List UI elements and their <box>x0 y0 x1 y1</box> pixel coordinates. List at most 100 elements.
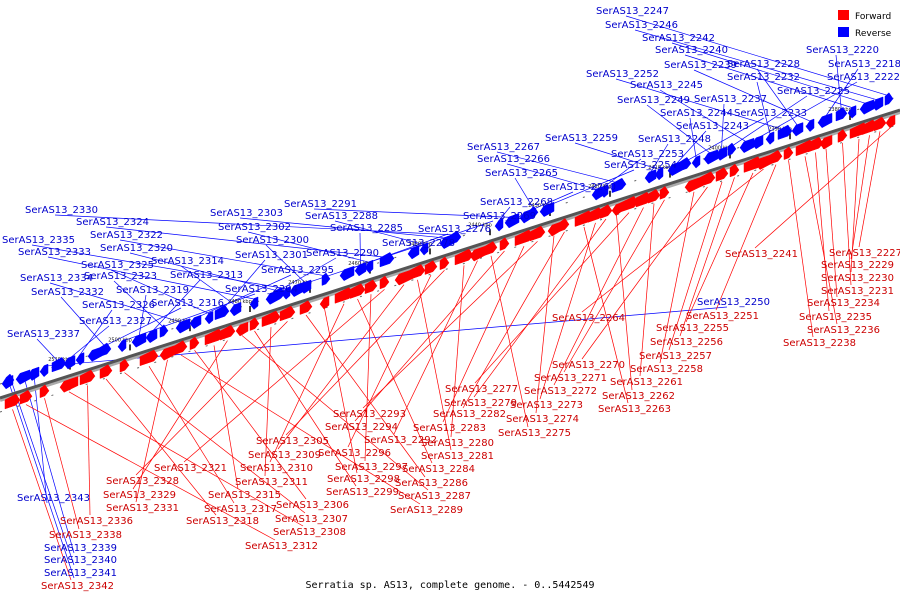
reverse-gene-label: SerAS13_2242 <box>642 33 715 44</box>
reverse-gene-label: SerAS13_2325 <box>81 260 154 271</box>
forward-gene-label: SerAS13_2338 <box>49 530 122 541</box>
reverse-gene-label: SerAS13_2323 <box>84 271 157 282</box>
reverse-gene-arrow <box>289 281 305 298</box>
genome-caption: Serratia sp. AS13, complete genome. - 0.… <box>306 580 595 591</box>
forward-gene-label: SerAS13_2309 <box>248 450 321 461</box>
reverse-leader-line <box>359 232 361 266</box>
forward-leader-line <box>825 148 838 298</box>
forward-gene-label: SerAS13_2294 <box>325 422 398 433</box>
reverse-leader-line <box>313 208 513 218</box>
reverse-gene-label: SerAS13_2253 <box>611 149 684 160</box>
forward-gene-label: SerAS13_2321 <box>154 463 227 474</box>
forward-leader-line <box>679 177 735 337</box>
reverse-gene-label: SerAS13_2295 <box>261 265 334 276</box>
reverse-gene-label: SerAS13_2245 <box>630 80 703 91</box>
reverse-gene-label: SerAS13_2343 <box>17 493 90 504</box>
reverse-leader-line <box>94 307 182 352</box>
reverse-gene-label: SerAS13_2248 <box>638 134 711 145</box>
reverse-gene-arrow <box>703 149 719 165</box>
forward-leader-line <box>583 226 629 404</box>
forward-gene-label: SerAS13_2298 <box>327 474 400 485</box>
reverse-gene-arrow <box>364 259 374 274</box>
forward-leader-line <box>44 398 80 530</box>
reverse-gene-label: SerAS13_2225 <box>777 86 850 97</box>
reverse-gene-label: SerAS13_2335 <box>2 235 75 246</box>
forward-gene-label: SerAS13_2279 <box>444 398 517 409</box>
forward-leader-line <box>450 265 465 438</box>
forward-gene-arrow <box>783 146 794 160</box>
reverse-gene-arrow <box>739 137 755 154</box>
forward-leader-line <box>180 354 421 505</box>
reverse-gene-arrow <box>159 324 169 338</box>
forward-leader-line <box>105 378 217 516</box>
reverse-leader-line <box>110 269 210 314</box>
reverse-leader-line <box>689 117 697 158</box>
forward-gene-label: SerAS13_2310 <box>240 463 313 474</box>
reverse-gene-arrow <box>204 310 214 325</box>
reverse-gene-arrow <box>175 318 191 334</box>
kbp-tick-label: 2490 kbp <box>168 318 192 324</box>
reverse-leader-line <box>49 282 184 324</box>
reverse-gene-label: SerAS13_2278 <box>382 238 455 249</box>
legend: Forward Reverse <box>838 10 892 39</box>
reverse-leader-line <box>69 325 110 359</box>
reverse-leader-line <box>60 296 106 348</box>
forward-gene-arrow <box>499 237 510 251</box>
reverse-gene-arrow <box>281 286 291 300</box>
reverse-leader-line <box>138 294 147 337</box>
reverse-leader-line <box>79 309 113 355</box>
reverse-leader-line <box>671 42 868 105</box>
forward-leader-line <box>135 359 168 503</box>
reverse-leader-line <box>646 104 712 154</box>
forward-leader-line <box>68 391 304 527</box>
forward-leader-line <box>135 321 288 476</box>
gene-labels: SerAS13_2247SerAS13_2246SerAS13_2242SerA… <box>2 6 900 592</box>
forward-gene-label: SerAS13_2235 <box>799 312 872 323</box>
reverse-gene-label: SerAS13_2266 <box>477 154 550 165</box>
reverse-gene-label: SerAS13_2269 <box>463 211 536 222</box>
forward-gene-arrow <box>743 156 763 173</box>
reverse-leader-line <box>835 54 842 112</box>
reverse-leader-line <box>506 163 598 190</box>
forward-leader-line <box>581 186 708 360</box>
reverse-gene-label: SerAS13_2220 <box>806 45 879 56</box>
forward-gene-arrow <box>439 256 450 271</box>
reverse-gene-label: SerAS13_2324 <box>76 217 149 228</box>
forward-gene-label: SerAS13_2274 <box>506 414 579 425</box>
reverse-gene-label: SerAS13_2233 <box>734 108 807 119</box>
reverse-gene-label: SerAS13_2222 <box>827 72 900 83</box>
forward-gene-arrow <box>379 275 390 290</box>
forward-leader-line <box>241 335 429 491</box>
reverse-leader-line <box>195 274 292 319</box>
forward-gene-arrow <box>119 358 130 373</box>
reverse-gene-label: SerAS13_2316 <box>151 298 224 309</box>
reverse-gene-arrow <box>654 166 664 181</box>
forward-leader-line <box>354 250 505 422</box>
forward-gene-label: SerAS13_2261 <box>610 377 683 388</box>
reverse-gene-label: SerAS13_2265 <box>485 168 558 179</box>
reverse-gene-label: SerAS13_2322 <box>90 230 163 241</box>
forward-gene-label: SerAS13_2230 <box>821 273 894 284</box>
forward-gene-label: SerAS13_2262 <box>602 391 675 402</box>
forward-leader-line <box>285 269 445 436</box>
forward-leader-line <box>442 246 525 423</box>
reverse-gene-arrow <box>145 328 158 344</box>
reverse-leader-line <box>272 257 337 295</box>
forward-leader-line <box>715 164 777 311</box>
forward-gene-arrow <box>635 191 652 208</box>
kbp-tick-label: 2460 kbp <box>348 261 372 267</box>
reverse-gene-label: SerAS13_2334 <box>20 273 93 284</box>
reverse-leader-line <box>221 259 266 311</box>
forward-gene-arrow <box>59 376 79 393</box>
forward-gene-label: SerAS13_2231 <box>821 286 894 297</box>
reverse-gene-arrow <box>591 186 604 201</box>
reverse-gene-arrow <box>249 296 259 310</box>
forward-gene-arrow <box>334 287 354 304</box>
kbp-tick-label: 2420 kbp <box>588 184 612 190</box>
forward-gene-label: SerAS13_2264 <box>552 313 625 324</box>
forward-gene-arrow <box>159 345 176 361</box>
reverse-gene-label: SerAS13_2218 <box>828 59 900 70</box>
forward-leader-line <box>539 222 596 400</box>
forward-gene-label: SerAS13_2236 <box>807 325 880 336</box>
